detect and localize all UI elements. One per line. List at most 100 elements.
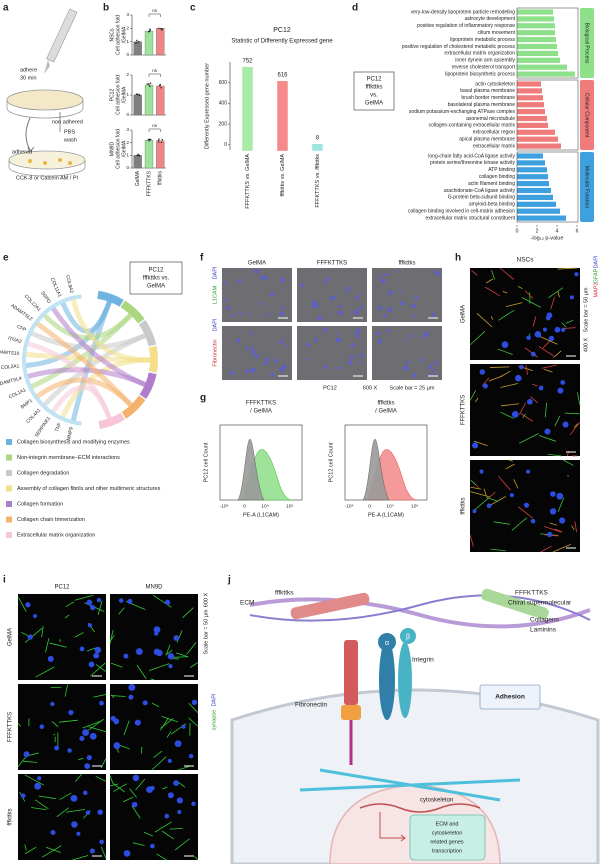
- nucleus: [542, 327, 548, 332]
- nucleus: [153, 626, 161, 634]
- nucleus: [230, 313, 234, 317]
- nucleus: [89, 848, 95, 854]
- arc-segment: [98, 412, 125, 429]
- neurite: [486, 496, 499, 502]
- nucleus: [94, 646, 102, 654]
- neurite: [469, 534, 474, 547]
- nucleus: [244, 369, 250, 374]
- nucleus: [472, 509, 477, 514]
- neurite: [488, 375, 503, 382]
- dot-decor: [149, 85, 151, 88]
- cytoskeleton-fiber: [299, 768, 521, 802]
- nucleus: [326, 276, 331, 282]
- comparison-label: PC12: [366, 77, 382, 83]
- y-axis-label: Cell adhesion fold: [115, 15, 121, 55]
- nucleus: [20, 793, 26, 799]
- neurite: [524, 347, 538, 358]
- column-label: MN9D: [145, 585, 163, 591]
- nucleus: [323, 280, 328, 284]
- neurite: [194, 856, 199, 861]
- nucleus: [306, 342, 311, 348]
- neurite: [24, 774, 45, 786]
- dot-decor: [161, 138, 164, 141]
- bar: [517, 9, 553, 15]
- nucleus: [526, 335, 531, 341]
- nucleus: [27, 634, 33, 640]
- y-tick-label: 600: [219, 80, 228, 86]
- bar: [517, 201, 556, 207]
- neurite: [51, 721, 59, 728]
- neurite: [557, 291, 560, 298]
- chord: [42, 313, 133, 340]
- nucleus: [146, 786, 153, 793]
- term-label: positive regulation of inflammatory resp…: [417, 23, 515, 29]
- nucleus: [530, 518, 536, 524]
- group-label: Cellular Component: [584, 93, 590, 138]
- neurite: [166, 731, 172, 738]
- dot-decor: [136, 41, 138, 44]
- y-tick-label: 0: [126, 112, 129, 117]
- schematic-a: [6, 8, 86, 177]
- bar: [517, 50, 558, 56]
- panel-letter: c: [190, 3, 196, 14]
- arrow: [379, 812, 406, 842]
- nucleus: [238, 311, 242, 315]
- gene-label: TNF: [54, 422, 63, 433]
- neurite: [484, 286, 501, 297]
- stain-label: MAP2: [593, 283, 599, 298]
- x-tick-label: fffkttks vs. GelMA: [280, 154, 286, 197]
- nucleus: [377, 339, 383, 344]
- nucleus: [306, 357, 309, 361]
- legend-swatch: [6, 501, 12, 507]
- x-tick-label: 2: [536, 228, 539, 234]
- group-frame: [516, 151, 579, 223]
- bar: [517, 181, 549, 187]
- neurite: [159, 717, 169, 731]
- y-tick-label: 1: [126, 92, 129, 97]
- nucleus: [191, 699, 198, 705]
- bar: [517, 160, 545, 166]
- y-tick-label: 3: [126, 12, 129, 17]
- neurite: [112, 782, 125, 793]
- neurite: [110, 695, 126, 697]
- x-tick-label: -10⁴: [220, 503, 229, 509]
- micrograph: [110, 594, 198, 680]
- nucleus: [127, 598, 133, 605]
- neurite: [72, 855, 89, 861]
- dot-decor: [158, 138, 160, 140]
- bar: [517, 71, 575, 77]
- neurite: [519, 433, 539, 444]
- nucleus: [519, 364, 524, 370]
- neurite: [497, 348, 513, 355]
- neurite: [129, 788, 137, 798]
- micrograph: [470, 268, 580, 360]
- step-label: adhered: [12, 149, 32, 155]
- nucleus: [547, 531, 553, 538]
- nucleus: [338, 366, 342, 370]
- nucleus: [376, 276, 379, 279]
- dot-decor: [137, 41, 140, 43]
- neurite: [153, 750, 163, 759]
- nucleus: [93, 652, 100, 659]
- nucleus: [424, 331, 429, 337]
- nucleus: [128, 694, 134, 700]
- nucleus: [176, 797, 183, 804]
- nucleus: [85, 810, 91, 815]
- nucleus: [479, 469, 484, 474]
- nucleus: [574, 272, 579, 277]
- neurite: [491, 270, 495, 280]
- neurite: [553, 350, 562, 358]
- y-tick-label: 1: [126, 39, 129, 44]
- dot-decor: [138, 94, 141, 96]
- nucleus: [79, 735, 85, 741]
- neurite: [97, 600, 103, 616]
- nucleus: [354, 332, 358, 337]
- y-tick-label: 400: [219, 101, 228, 107]
- neurite: [148, 663, 170, 671]
- neurite: [161, 830, 175, 840]
- fiber: [249, 594, 591, 622]
- bar: [517, 37, 556, 43]
- nucleus: [76, 831, 81, 836]
- term-label: extracellular matrix structural constitu…: [426, 215, 516, 221]
- nucleus: [131, 801, 138, 808]
